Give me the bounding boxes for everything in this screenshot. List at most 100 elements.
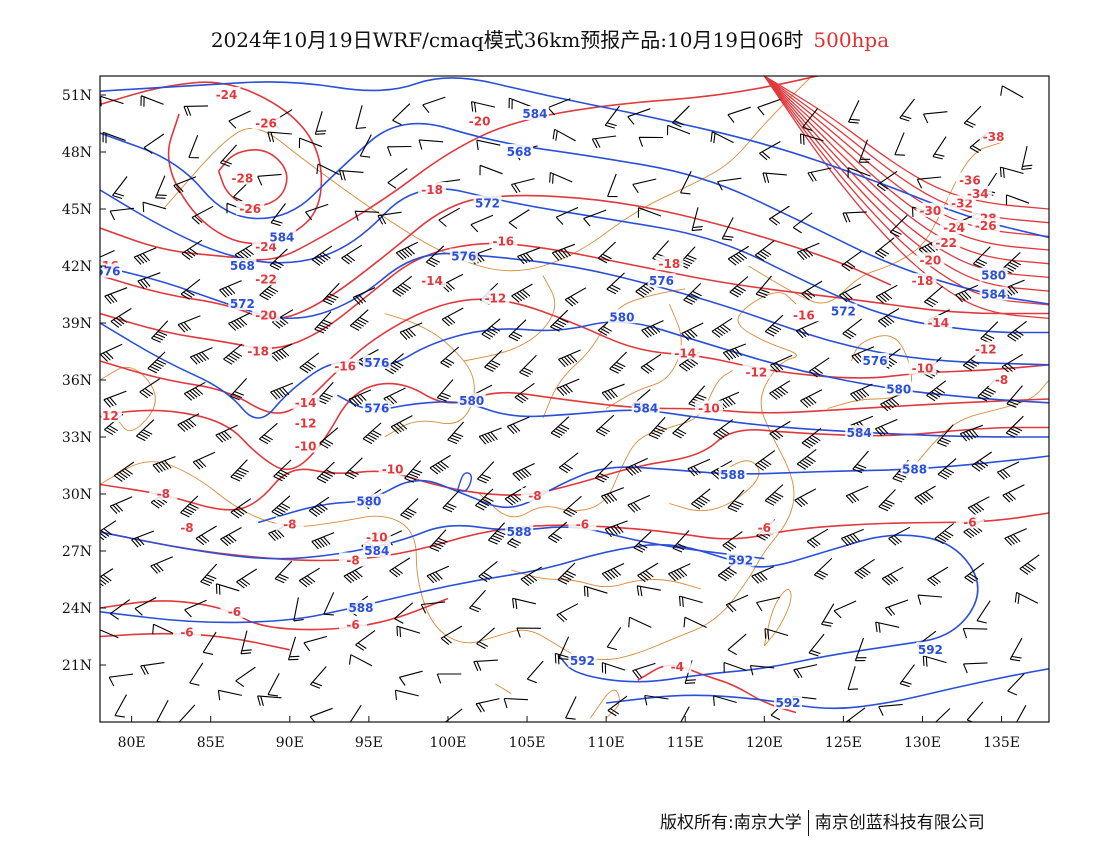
boundary-line (589, 689, 620, 719)
wind-barb (377, 211, 402, 225)
wind-barb (973, 246, 991, 269)
temperature-label: -8 (180, 521, 193, 535)
wind-barb (555, 206, 579, 225)
wind-barb (287, 636, 300, 661)
wind-barb (845, 485, 869, 504)
wind-barb (757, 98, 781, 116)
temperature-label-bg (987, 372, 1016, 386)
wind-barb (717, 177, 742, 191)
wind-barb (230, 498, 252, 519)
temperature-label: -10 (382, 462, 404, 476)
wind-barb (181, 239, 203, 260)
wind-barb (133, 247, 157, 265)
lat-tick-label: 30N (62, 487, 92, 503)
temperature-label-bg (520, 487, 549, 502)
temperature-label: -26 (239, 202, 261, 216)
wind-barb (298, 567, 320, 588)
wind-barb (609, 351, 627, 374)
temperature-label-bg (220, 603, 249, 618)
wind-barb (850, 383, 873, 402)
wind-barb (100, 95, 124, 107)
wind-barb (878, 489, 896, 512)
temperature-label-bg (924, 315, 953, 329)
wind-barb (964, 562, 985, 584)
height-label: 576 (364, 402, 389, 416)
height-label: 588 (720, 468, 745, 482)
wind-barb (644, 694, 669, 706)
wind-barb (189, 662, 204, 686)
wind-barb (842, 211, 867, 223)
height-label-bg (505, 144, 534, 158)
wind-barb (807, 167, 832, 182)
temperature-label-bg (339, 552, 368, 567)
lat-tick-label: 39N (62, 316, 92, 332)
temperature-label: -12 (485, 291, 507, 305)
wind-barb (888, 526, 911, 546)
wind-barb (113, 461, 135, 482)
wind-barb (506, 416, 530, 435)
temperature-label: -26 (975, 219, 997, 233)
wind-barb (150, 556, 174, 574)
wind-barb (270, 343, 293, 362)
wind-barb (442, 490, 460, 513)
lon-tick-label: 105E (509, 735, 546, 751)
temperature-label-bg (149, 486, 178, 500)
lat-tick-label: 36N (62, 373, 92, 389)
wind-barb (977, 379, 997, 402)
height-label-bg (354, 493, 383, 508)
wind-barb (691, 207, 703, 232)
wind-barb (551, 243, 575, 261)
map-title: 2024年10月19日WRF/cmaq模式36km预报产品:10月19日06时 5… (0, 24, 1100, 53)
wind-barb (143, 133, 165, 154)
wind-barb (955, 284, 979, 303)
lat-tick-label: 33N (62, 430, 92, 446)
wind-barb (884, 599, 909, 617)
height-label: 592 (728, 554, 753, 568)
wind-barb (796, 448, 817, 470)
height-label: 592 (570, 654, 595, 668)
temperature-label: -22 (935, 236, 957, 250)
wind-barb (764, 628, 789, 640)
height-label-bg (362, 354, 391, 369)
height-contour (606, 668, 1049, 710)
wind-barb (845, 707, 866, 722)
temperature-label: -30 (920, 204, 942, 218)
wind-barb (223, 343, 243, 365)
wind-barb (547, 98, 571, 116)
wind-barb (510, 178, 535, 194)
wind-barb (627, 494, 651, 513)
wind-barb (558, 452, 579, 474)
wind-barb (963, 105, 982, 128)
wind-barb (240, 630, 252, 655)
temperature-label: -38 (983, 130, 1005, 144)
wind-barb (875, 284, 898, 304)
copyright-footer: 版权所有:南京大学 南京创蓝科技有限公司 (660, 808, 985, 836)
wind-barb (999, 166, 1024, 178)
temperature-label: -36 (959, 174, 981, 188)
wind-barb (1019, 554, 1040, 575)
temperature-label-bg (916, 252, 945, 267)
wind-barb (713, 419, 734, 440)
plot-frame (99, 75, 1050, 723)
height-label: 580 (886, 383, 911, 397)
wind-barb (303, 635, 328, 652)
wind-barb (556, 603, 579, 623)
wind-barb (299, 352, 320, 374)
wind-barb (100, 520, 117, 541)
temperature-label-bg (655, 256, 684, 271)
wind-barb (1007, 320, 1027, 342)
temperature-label-bg (971, 341, 1000, 356)
wind-barb (874, 237, 895, 259)
wind-barb (512, 597, 537, 609)
wind-barb (308, 496, 330, 517)
height-label: 592 (918, 643, 943, 657)
temperature-label-bg (236, 201, 265, 215)
wind-barb (519, 355, 537, 378)
temperature-label-bg (979, 128, 1008, 143)
wind-barb (267, 131, 292, 143)
height-label-bg (774, 695, 803, 709)
wind-barb (638, 136, 664, 147)
wind-barb (1000, 85, 1024, 99)
temperature-label-bg (418, 182, 447, 196)
temperature-label-bg (212, 87, 241, 101)
